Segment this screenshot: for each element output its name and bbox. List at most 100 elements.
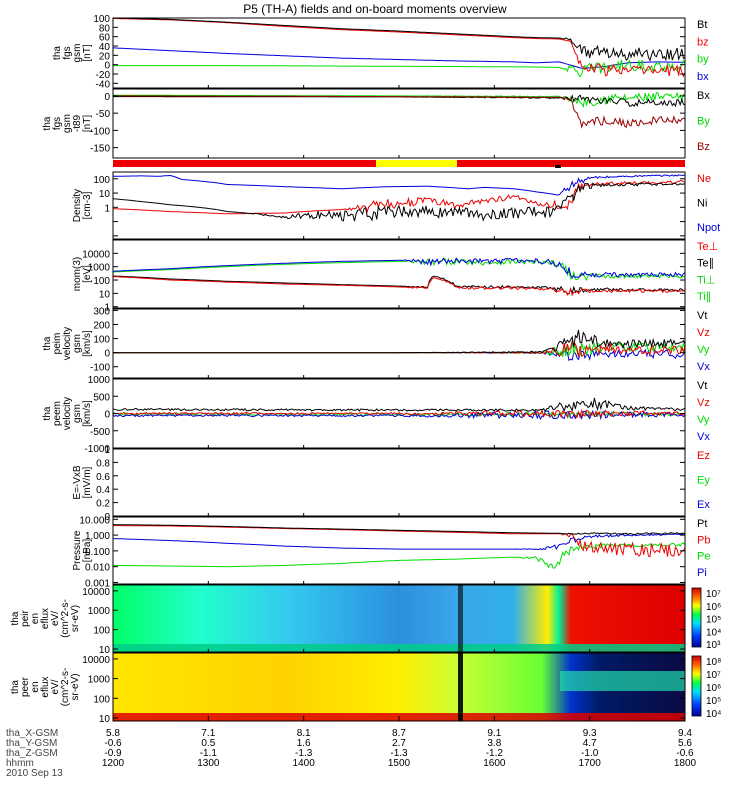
colorbar-tick-label: 10⁵ <box>706 696 721 707</box>
legend-Ti⊥: Ti⊥ <box>697 274 715 286</box>
legend-Vx: Vx <box>697 431 710 443</box>
colorbar-tick-label: 10⁶ <box>706 602 721 613</box>
y-tick-label: 100 <box>93 175 110 186</box>
time-tick-label: 1400 <box>293 758 316 769</box>
time-tick-label: 1800 <box>674 758 697 769</box>
y-tick-label: -100 <box>90 126 110 137</box>
y-tick-label: 0 <box>104 61 110 72</box>
x-row-label: tha_X-GSM <box>6 728 58 739</box>
series-line-Pb <box>113 525 686 558</box>
colorbar-tick-label: 10³ <box>706 640 721 651</box>
series-line-Pi <box>113 533 686 551</box>
y-axis-label: tha <box>10 680 21 694</box>
y-tick-label: 0.4 <box>96 485 110 496</box>
y-axis-label: eV/ <box>50 679 61 694</box>
heatmap-field <box>113 585 685 652</box>
series-line-Bz <box>113 95 686 129</box>
x-row-label: hhmm <box>6 758 34 769</box>
position-value: 0.5 <box>201 738 215 749</box>
y-axis-label: Pressure <box>72 530 83 570</box>
position-value: -1.0 <box>581 748 599 759</box>
y-axis-label: peem <box>52 401 63 426</box>
legend-Pe: Pe <box>697 551 710 563</box>
legend-Vz: Vz <box>697 327 710 339</box>
colorbar <box>691 655 702 717</box>
y-tick-label: 200 <box>93 320 110 331</box>
panel-peem_velocity: -1000 -500 0 500 1000 tha peem velocity gsm [km/s… <box>42 375 710 455</box>
heatmap-data-gap <box>458 585 463 652</box>
y-tick-label: -100 <box>90 363 110 374</box>
legend-Vz: Vz <box>697 397 710 409</box>
position-value: 4.7 <box>583 738 597 749</box>
y-axis-label: mom(3) <box>72 257 83 291</box>
y-axis-label: [mV/m] <box>82 466 93 498</box>
legend-Vy: Vy <box>697 414 710 426</box>
y-tick-label: 1 <box>104 203 110 214</box>
colorbar <box>691 587 702 648</box>
position-value: 9.1 <box>487 728 501 739</box>
y-tick-label: 1 <box>104 445 110 456</box>
panel-frame <box>112 308 686 379</box>
y-tick-label: 1000 <box>88 606 111 617</box>
y-axis-label: peir <box>20 609 31 626</box>
panel-frame <box>112 516 686 585</box>
colorbar-tick-label: 10⁸ <box>706 657 721 668</box>
series-line-Bt <box>113 17 686 62</box>
series-line-by <box>113 59 686 78</box>
legend-Te⊥: Te⊥ <box>697 241 718 253</box>
y-tick-label: 80 <box>99 23 111 34</box>
y-tick-label: 0.100 <box>85 547 110 558</box>
y-tick-label: 1000 <box>88 675 111 686</box>
legend-Bx: Bx <box>697 90 710 102</box>
y-axis-label: eV/ <box>50 611 61 626</box>
y-axis-label: fgs <box>52 117 63 130</box>
y-tick-label: 10 <box>99 645 111 656</box>
series-line-Vt <box>113 329 686 354</box>
position-value: 8.7 <box>392 728 406 739</box>
series-line-Vz <box>112 408 686 420</box>
y-tick-label: 10000 <box>82 587 110 598</box>
panel-peer_eflux: 10⁴ 10⁵ 10⁶ 10⁷ 10⁸ 10 100 1000 10000 tha peer en ef… <box>10 652 721 725</box>
page-title: P5 (TH-A) fields and on-board moments ov… <box>243 2 507 16</box>
y-tick-label: 0.001 <box>85 578 110 589</box>
legend-By: By <box>697 116 710 128</box>
colorbar-tick-label: 10⁵ <box>706 615 721 626</box>
heatmap-mid-band <box>560 671 685 691</box>
position-value: -1.2 <box>486 748 504 759</box>
legend-Npot: Npot <box>697 222 720 234</box>
y-axis-label: eflux <box>40 676 51 697</box>
legend-Ti∥: Ti∥ <box>697 291 711 303</box>
y-axis-label: en <box>30 613 41 624</box>
panel-fgs_gsm_t89: -150 -100 -50 0 tha fgs gsm -t89 [nT] Bx By Bz <box>42 88 710 159</box>
y-tick-label: 10 <box>99 289 111 300</box>
panel-e_vxb: 0 0.2 0.4 0.6 0.8 1 E=-VxB [mV/m] Ez Ey Ex <box>72 445 710 523</box>
position-value: 3.8 <box>487 738 501 749</box>
y-axis-label: (cm^2-s- <box>60 599 71 638</box>
y-tick-label: 100 <box>93 14 110 25</box>
y-axis-label: velocity <box>62 397 73 430</box>
y-tick-label: 0 <box>104 349 110 360</box>
position-value: 9.4 <box>678 728 692 739</box>
y-tick-label: 300 <box>93 306 110 317</box>
y-axis-label: fgs <box>62 46 73 59</box>
y-axis-label: tha <box>52 46 63 60</box>
series-line-Ni <box>112 182 685 222</box>
colorbar-tick-label: 10⁷ <box>706 670 721 681</box>
y-tick-label: -40 <box>96 79 111 90</box>
legend-Ey: Ey <box>697 475 710 487</box>
position-value: 9.3 <box>583 728 597 739</box>
panel-frame <box>112 448 686 517</box>
legend-Bz: Bz <box>697 141 710 153</box>
legend-Vy: Vy <box>697 344 710 356</box>
series-line-Vx <box>112 409 686 421</box>
status-bar <box>113 160 685 168</box>
legend-Ni: Ni <box>697 198 707 210</box>
y-axis-label: [nPa] <box>82 539 93 563</box>
y-tick-label: 0.010 <box>85 563 110 574</box>
y-axis-label: tha <box>42 406 53 420</box>
legend-bz: bz <box>697 36 709 48</box>
heatmap-low-energy-band <box>113 644 685 652</box>
y-axis-label: -t89 <box>72 114 83 132</box>
